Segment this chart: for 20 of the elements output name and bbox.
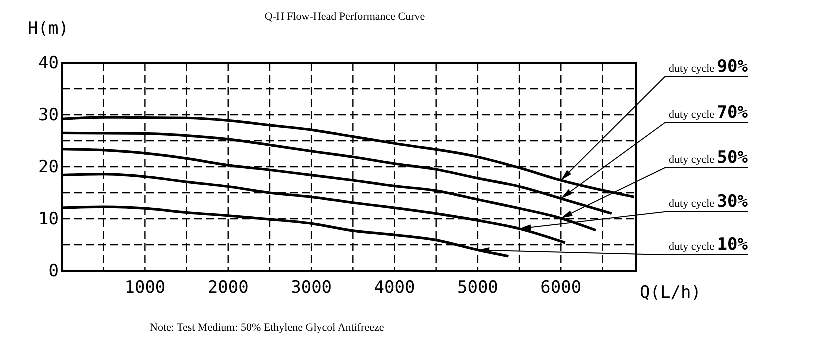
text: duty cycle 50% bbox=[669, 148, 749, 168]
y-axis-title: H(m) bbox=[28, 19, 69, 39]
text: duty cycle 30% bbox=[669, 192, 749, 212]
x-tick-label: 2000 bbox=[208, 278, 249, 298]
y-tick-label: 0 bbox=[48, 261, 59, 282]
chart-title: Q-H Flow-Head Performance Curve bbox=[264, 11, 426, 23]
x-axis-title: Q(L/h) bbox=[640, 283, 702, 303]
y-tick-label: 10 bbox=[38, 209, 59, 230]
text: Note: Test Medium: 50% Ethylene Glycol Antifreeze bbox=[150, 322, 384, 334]
x-tick-label: 4000 bbox=[374, 278, 416, 298]
text: duty cycle 10% bbox=[669, 235, 749, 255]
text: duty cycle 90% bbox=[669, 57, 749, 77]
y-tick-label: 40 bbox=[38, 53, 59, 74]
x-tick-label: 6000 bbox=[540, 278, 582, 298]
y-tick-label: 20 bbox=[38, 157, 59, 178]
y-tick-label: 30 bbox=[38, 105, 59, 126]
text: duty cycle 70% bbox=[669, 103, 749, 123]
x-tick-label: 3000 bbox=[291, 278, 332, 298]
x-tick-label: 5000 bbox=[457, 278, 498, 298]
x-tick-label: 1000 bbox=[124, 278, 166, 298]
